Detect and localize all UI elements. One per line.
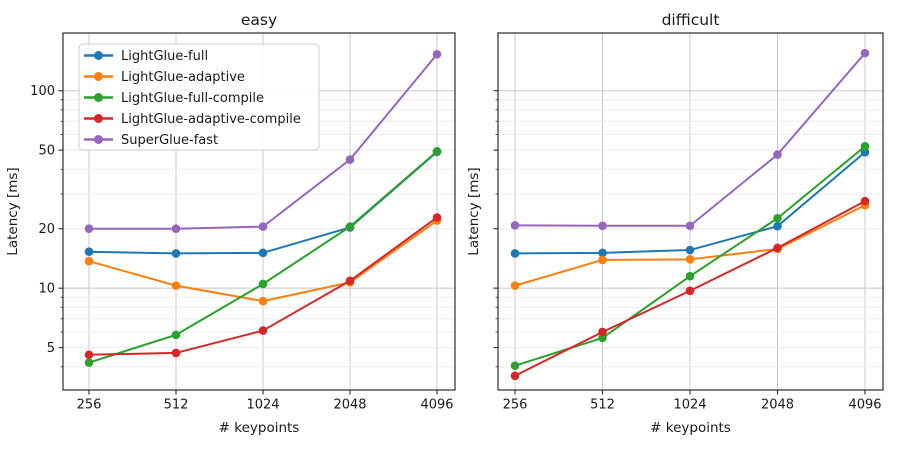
series-marker xyxy=(432,49,442,59)
series-marker xyxy=(432,147,442,156)
series-marker xyxy=(598,327,607,337)
y-axis-label: Latency [ms] xyxy=(466,167,482,255)
series-marker xyxy=(685,221,695,231)
series-marker xyxy=(598,221,607,231)
x-tick-label: 512 xyxy=(164,398,189,413)
legend-marker xyxy=(94,72,103,81)
series-marker xyxy=(84,350,94,360)
series-LightGlue-adaptive-compile xyxy=(84,213,442,360)
series-marker xyxy=(258,248,268,258)
legend-marker xyxy=(94,135,103,144)
series-marker xyxy=(510,371,520,381)
series-marker xyxy=(84,224,94,234)
legend-label: LightGlue-full xyxy=(121,49,208,64)
x-tick-label: 4096 xyxy=(420,398,453,413)
series-marker xyxy=(510,221,520,230)
legend-entry: LightGlue-full-compile xyxy=(84,91,264,106)
y-tick-label: 10 xyxy=(38,282,55,297)
x-tick-label: 512 xyxy=(590,398,615,413)
series-marker xyxy=(84,247,94,257)
y-tick-label: 50 xyxy=(38,144,55,159)
series-SuperGlue-fast xyxy=(84,49,442,234)
legend-entry: LightGlue-adaptive xyxy=(84,70,245,85)
series-marker xyxy=(773,243,782,253)
legend-entry: LightGlue-adaptive-compile xyxy=(84,112,301,127)
series-marker xyxy=(171,330,181,340)
series-LightGlue-full-compile xyxy=(84,147,442,367)
x-tick-label: 4096 xyxy=(848,398,881,413)
series-marker xyxy=(432,213,442,222)
series-SuperGlue-fast xyxy=(510,48,870,231)
series-LightGlue-adaptive-compile xyxy=(510,196,870,381)
legend-label: LightGlue-full-compile xyxy=(121,91,264,106)
x-tick-label: 1024 xyxy=(673,398,706,413)
series-marker xyxy=(258,326,268,335)
series-marker xyxy=(598,333,607,343)
legend-marker xyxy=(94,51,103,60)
plot-title: difficult xyxy=(662,11,720,29)
x-tick-label: 2048 xyxy=(333,398,366,413)
plot-difficult: 256 512 1024 2048 4096 difficult # keypoints La… xyxy=(466,11,884,436)
series-marker xyxy=(598,255,607,265)
series-marker xyxy=(685,286,695,296)
y-tick-label: 20 xyxy=(38,222,55,237)
plot-easy: 5 10 20 50 100 256 512 1024 2048 4096 easy # keypoi… xyxy=(5,11,456,436)
x-tick-label: 2048 xyxy=(761,398,794,413)
series-marker xyxy=(171,249,181,258)
x-axis-label: # keypoints xyxy=(650,420,731,436)
series-marker xyxy=(258,222,268,231)
series-marker xyxy=(258,296,268,306)
series-marker xyxy=(510,281,520,290)
series-marker xyxy=(860,141,870,151)
legend-label: LightGlue-adaptive-compile xyxy=(121,112,301,127)
series-marker xyxy=(345,222,355,231)
legend-marker xyxy=(94,93,103,102)
series-marker xyxy=(171,224,181,234)
series-LightGlue-full xyxy=(510,147,870,258)
series-marker xyxy=(685,245,695,255)
plot-title: easy xyxy=(241,11,277,29)
y-tick-label: 100 xyxy=(30,84,55,99)
series-marker xyxy=(860,196,870,206)
y-tick-label: 5 xyxy=(47,341,55,356)
series-marker xyxy=(510,249,520,258)
legend-box xyxy=(78,43,320,151)
series-marker xyxy=(685,271,695,281)
legend: LightGlue-full LightGlue-adaptive LightGlu… xyxy=(78,43,320,151)
x-axis-label: # keypoints xyxy=(219,420,300,436)
series-marker xyxy=(860,147,870,157)
series-marker xyxy=(171,281,181,290)
series-marker xyxy=(84,358,94,367)
series-marker xyxy=(860,48,870,58)
x-tick-label: 1024 xyxy=(246,398,279,413)
y-axis-label: Latency [ms] xyxy=(5,167,21,255)
series-marker xyxy=(773,221,782,231)
legend-label: LightGlue-adaptive xyxy=(121,70,245,85)
legend-label: SuperGlue-fast xyxy=(121,133,218,148)
x-tick-label: 256 xyxy=(503,398,528,413)
legend-marker xyxy=(94,114,103,123)
series-marker xyxy=(345,276,355,286)
legend-entry: SuperGlue-fast xyxy=(84,133,218,148)
series-marker xyxy=(345,155,355,164)
series-marker xyxy=(84,256,94,266)
series-marker xyxy=(685,255,695,264)
series-marker xyxy=(258,279,268,289)
series-marker xyxy=(598,248,607,258)
series-marker xyxy=(773,213,782,223)
series-marker xyxy=(773,150,782,159)
series-marker xyxy=(510,361,520,370)
x-tick-label: 256 xyxy=(77,398,102,413)
legend-entry: LightGlue-full xyxy=(84,49,208,64)
series-marker xyxy=(171,348,181,358)
axes-box xyxy=(62,32,456,391)
